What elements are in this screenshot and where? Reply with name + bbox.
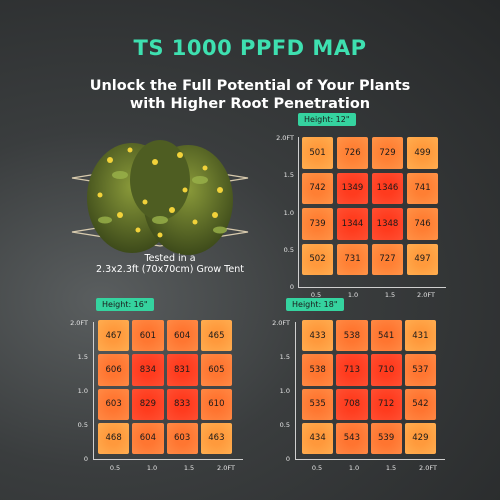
caption-line-2: 2.3x2.3ft (70x70cm) Grow Tent	[96, 264, 244, 275]
y-tick: 2.0FT	[276, 134, 294, 142]
y-tick: 2.0FT	[70, 319, 88, 327]
ppfd-cell: 741	[407, 172, 438, 204]
ppfd-grid: 467 601 604 465 606 834 831 605 603 829 833 610 468 6…	[98, 320, 232, 454]
y-tick: 1.0	[283, 209, 294, 217]
ppfd-cell: 1344	[337, 208, 368, 240]
ppfd-cell: 610	[200, 388, 232, 420]
ppfd-cell: 431	[404, 320, 436, 352]
ppfd-cell: 467	[98, 320, 130, 352]
plant-illustration	[71, 140, 249, 255]
x-tick: 0.5	[311, 464, 323, 472]
x-tick: 1.0	[146, 464, 158, 472]
y-tick: 1.0	[77, 387, 88, 395]
ppfd-cell: 601	[132, 320, 164, 352]
x-tick: 2.0FT	[217, 464, 235, 472]
ppfd-cell: 712	[370, 388, 402, 420]
ppfd-map-12: Height: 12" 2.0FT 1.5 1.0 0.5 0 0.5 1.0 …	[268, 113, 448, 299]
y-tick: 2.0FT	[272, 319, 290, 327]
ppfd-cell: 429	[404, 422, 436, 454]
y-tick: 0.5	[283, 246, 294, 254]
ppfd-cell: 606	[98, 354, 130, 386]
x-tick: 1.0	[347, 291, 359, 299]
ppfd-cell: 463	[200, 422, 232, 454]
ppfd-map-18: Height: 18" 2.0FT 1.5 1.0 0.5 0 0.5 1.0 …	[250, 298, 450, 478]
ppfd-cell: 535	[302, 388, 334, 420]
y-tick: 1.5	[283, 171, 294, 179]
ppfd-cell: 604	[132, 422, 164, 454]
x-tick: 0.5	[109, 464, 121, 472]
y-tick: 0.5	[77, 421, 88, 429]
ppfd-cell: 710	[370, 354, 402, 386]
ppfd-cell: 727	[372, 243, 403, 275]
y-tick: 1.0	[279, 387, 290, 395]
ppfd-grid: 433 538 541 431 538 713 710 537 535 708 712 542 434 5…	[302, 320, 436, 454]
ppfd-cell: 713	[336, 354, 368, 386]
caption-line-1: Tested in a	[144, 253, 196, 264]
ppfd-cell: 729	[372, 137, 403, 169]
ppfd-cell: 541	[370, 320, 402, 352]
y-tick: 0	[285, 455, 290, 463]
y-tick: 1.5	[77, 353, 88, 361]
x-tick: 0.5	[310, 291, 322, 299]
ppfd-cell: 1346	[372, 172, 403, 204]
y-tick: 0.5	[279, 421, 290, 429]
ppfd-cell: 831	[166, 354, 198, 386]
ppfd-cell: 538	[302, 354, 334, 386]
ppfd-cell: 434	[302, 422, 334, 454]
ppfd-cell: 539	[370, 422, 402, 454]
ppfd-cell: 603	[98, 388, 130, 420]
ppfd-cell: 604	[166, 320, 198, 352]
ppfd-cell: 746	[407, 208, 438, 240]
x-tick: 2.0FT	[417, 291, 435, 299]
y-tick: 1.5	[279, 353, 290, 361]
ppfd-cell: 497	[407, 243, 438, 275]
y-tick: 0	[83, 455, 88, 463]
page-subtitle: Unlock the Full Potential of Your Plants…	[0, 77, 500, 113]
ppfd-cell: 499	[407, 137, 438, 169]
x-tick: 1.5	[384, 291, 396, 299]
ppfd-cell: 542	[404, 388, 436, 420]
x-tick: 1.5	[183, 464, 195, 472]
test-caption: Tested in a 2.3x2.3ft (70x70cm) Grow Ten…	[70, 253, 270, 275]
ppfd-map-16: Height: 16" 2.0FT 1.5 1.0 0.5 0 0.5 1.0 …	[60, 298, 250, 478]
ppfd-cell: 468	[98, 422, 130, 454]
x-tick: 1.5	[385, 464, 397, 472]
ppfd-cell: 465	[200, 320, 232, 352]
height-badge: Height: 18"	[286, 298, 344, 311]
ppfd-cell: 433	[302, 320, 334, 352]
ppfd-cell: 537	[404, 354, 436, 386]
ppfd-grid: 501 726 729 499 742 1349 1346 741 739 1344 1348 746…	[302, 137, 438, 275]
subtitle-line-1: Unlock the Full Potential of Your Plants	[89, 78, 411, 94]
ppfd-cell: 726	[337, 137, 368, 169]
x-tick: 2.0FT	[419, 464, 437, 472]
height-badge: Height: 16"	[96, 298, 154, 311]
page-title: TS 1000 PPFD MAP	[133, 36, 367, 60]
ppfd-cell: 731	[337, 243, 368, 275]
ppfd-cell: 829	[132, 388, 164, 420]
ppfd-cell: 834	[132, 354, 164, 386]
y-tick: 0	[289, 283, 294, 291]
ppfd-cell: 605	[200, 354, 232, 386]
x-tick: 1.0	[348, 464, 360, 472]
ppfd-cell: 739	[302, 208, 333, 240]
ppfd-cell: 708	[336, 388, 368, 420]
ppfd-cell: 502	[302, 243, 333, 275]
ppfd-cell: 501	[302, 137, 333, 169]
ppfd-cell: 1349	[337, 172, 368, 204]
subtitle-line-2: with Higher Root Penetration	[129, 96, 371, 112]
ppfd-cell: 603	[166, 422, 198, 454]
ppfd-cell: 543	[336, 422, 368, 454]
ppfd-cell: 742	[302, 172, 333, 204]
ppfd-cell: 538	[336, 320, 368, 352]
ppfd-cell: 833	[166, 388, 198, 420]
ppfd-cell: 1348	[372, 208, 403, 240]
height-badge: Height: 12"	[298, 113, 356, 126]
